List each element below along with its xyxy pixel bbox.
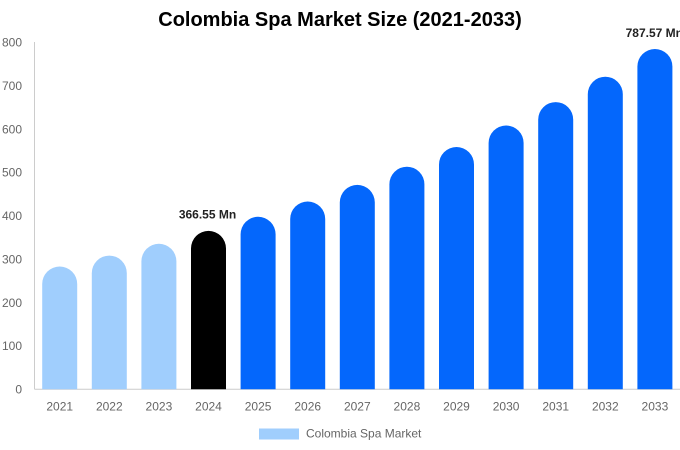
svg-text:2030: 2030	[493, 400, 520, 414]
svg-text:2027: 2027	[344, 400, 371, 414]
svg-text:366.55 Mn: 366.55 Mn	[179, 208, 236, 222]
svg-text:200: 200	[2, 296, 22, 310]
svg-text:2023: 2023	[146, 400, 173, 414]
svg-text:2024: 2024	[195, 400, 222, 414]
svg-text:700: 700	[2, 79, 22, 93]
svg-text:2022: 2022	[96, 400, 123, 414]
svg-text:2021: 2021	[46, 400, 73, 414]
svg-text:2029: 2029	[443, 400, 470, 414]
svg-text:100: 100	[2, 339, 22, 353]
svg-text:Colombia Spa Market Size (2021: Colombia Spa Market Size (2021-2033)	[158, 9, 521, 31]
svg-text:Colombia Spa Market: Colombia Spa Market	[306, 427, 422, 441]
svg-text:600: 600	[2, 122, 22, 136]
svg-text:2026: 2026	[294, 400, 321, 414]
svg-text:300: 300	[2, 253, 22, 267]
svg-text:2028: 2028	[394, 400, 421, 414]
svg-text:0: 0	[15, 383, 22, 397]
svg-text:2033: 2033	[642, 400, 669, 414]
svg-text:400: 400	[2, 209, 22, 223]
svg-text:2025: 2025	[245, 400, 272, 414]
svg-text:787.57 Mn: 787.57 Mn	[626, 26, 680, 40]
svg-text:2032: 2032	[592, 400, 619, 414]
svg-text:2031: 2031	[542, 400, 569, 414]
svg-text:500: 500	[2, 166, 22, 180]
svg-text:800: 800	[2, 36, 22, 50]
